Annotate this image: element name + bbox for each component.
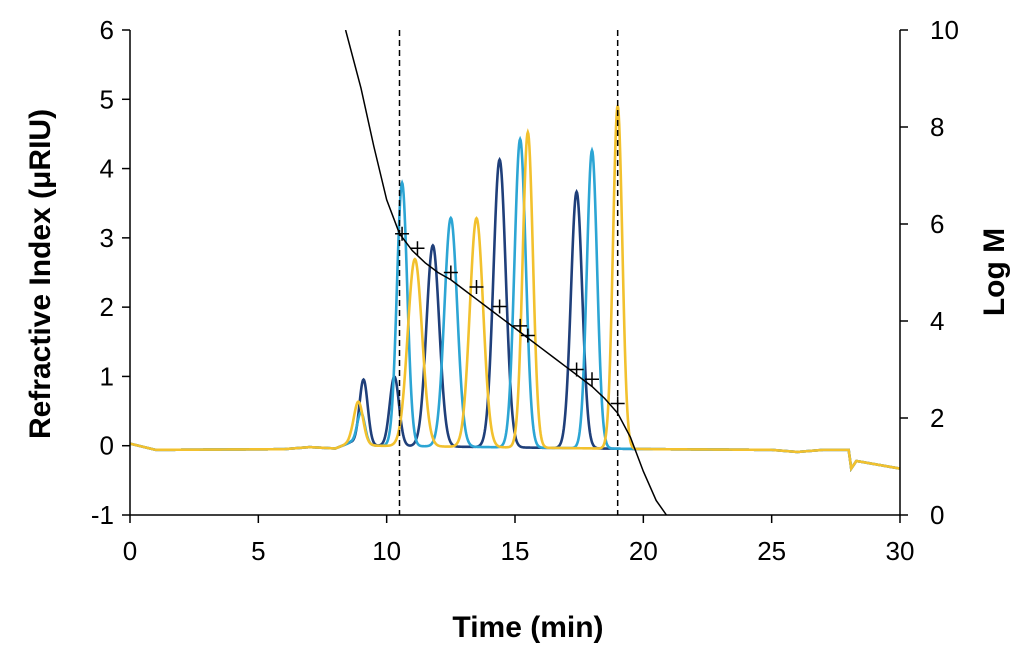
x-tick-label: 30 bbox=[886, 536, 915, 566]
y-axis-left-title: Refractive Index (μRIU) bbox=[24, 109, 57, 439]
y-right-tick-label: 0 bbox=[930, 500, 944, 530]
x-tick-label: 10 bbox=[372, 536, 401, 566]
ri-series-line-3 bbox=[130, 105, 900, 473]
y-axis-right-title: Log M bbox=[978, 228, 1011, 316]
calibration-point bbox=[513, 318, 528, 333]
y-right-tick-label: 2 bbox=[930, 403, 944, 433]
calibration-point bbox=[395, 226, 410, 241]
calibration-point bbox=[443, 265, 458, 280]
ri-series-line-2 bbox=[130, 135, 900, 473]
y-left-tick-label: 4 bbox=[100, 154, 114, 184]
axes: 0 5 10 15 20 25 30 -1 0 1 2 3 4 5 6 0 2 4 6 8 10 bbox=[91, 15, 959, 566]
plot-layer bbox=[130, 30, 900, 515]
x-tick-label: 5 bbox=[251, 536, 265, 566]
calibration-point bbox=[520, 328, 535, 343]
y-right-tick-label: 6 bbox=[930, 209, 944, 239]
calibration-point bbox=[492, 299, 507, 314]
y-left-tick-label: -1 bbox=[91, 500, 114, 530]
y-right-tick-label: 8 bbox=[930, 112, 944, 142]
x-tick-label: 25 bbox=[757, 536, 786, 566]
y-right-tick-label: 10 bbox=[930, 15, 959, 45]
x-tick-label: 0 bbox=[123, 536, 137, 566]
y-left-tick-label: 5 bbox=[100, 84, 114, 114]
calibration-point bbox=[585, 372, 599, 387]
y-left-tick-label: 0 bbox=[100, 431, 114, 461]
x-tick-label: 20 bbox=[629, 536, 658, 566]
y-left-tick-label: 3 bbox=[100, 223, 114, 253]
calibration-point bbox=[469, 280, 484, 295]
y-left-tick-label: 1 bbox=[100, 361, 114, 391]
y-right-tick-label: 4 bbox=[930, 306, 944, 336]
y-left-tick-label: 2 bbox=[100, 292, 114, 322]
calibration-point bbox=[410, 241, 425, 256]
x-tick-label: 15 bbox=[501, 536, 530, 566]
x-axis-title: Time (min) bbox=[452, 611, 603, 644]
calibration-point bbox=[569, 362, 584, 377]
y-left-tick-label: 6 bbox=[100, 15, 114, 45]
